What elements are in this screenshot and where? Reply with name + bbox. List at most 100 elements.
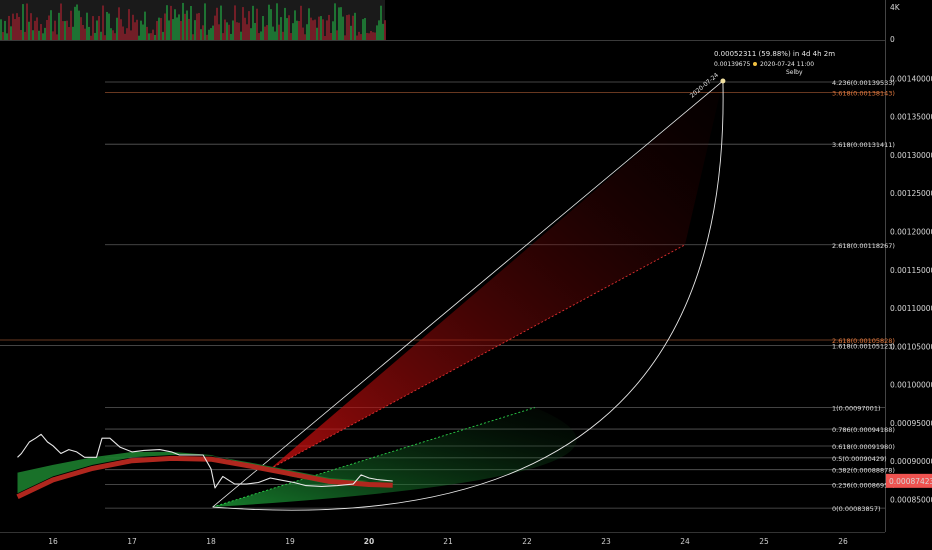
volume-bar xyxy=(194,20,196,40)
volume-bar xyxy=(230,33,232,40)
volume-bar xyxy=(238,22,240,40)
volume-bar xyxy=(184,13,186,40)
volume-bar xyxy=(160,18,162,40)
volume-bar xyxy=(318,16,320,40)
projection-arc xyxy=(212,80,724,511)
volume-bar xyxy=(196,13,198,40)
volume-bar xyxy=(82,24,84,40)
volume-bar xyxy=(158,17,160,40)
volume-bar xyxy=(296,20,298,40)
red-ema-line xyxy=(16,455,393,499)
y-tick-label: 0.00090000 xyxy=(890,457,932,466)
volume-bar xyxy=(78,10,80,41)
y-tick-label: 0.00095000 xyxy=(890,419,932,428)
volume-bar xyxy=(292,23,294,40)
volume-bar xyxy=(164,13,166,40)
x-tick-label: 24 xyxy=(680,537,690,546)
volume-bar xyxy=(134,22,136,40)
volume-bar xyxy=(64,21,66,40)
volume-bar xyxy=(312,20,314,40)
volume-bar xyxy=(198,12,200,40)
volume-bar xyxy=(342,16,344,40)
y-tick-label: 0.00125000 xyxy=(890,189,932,198)
volume-bar xyxy=(360,34,362,40)
volume-bar xyxy=(162,31,164,40)
volume-bar xyxy=(112,30,114,40)
volume-bar xyxy=(142,24,144,40)
volume-bar xyxy=(354,12,356,40)
fib-label: 4.236(0.00139533) xyxy=(832,79,895,87)
x-axis-ticks: 16 17 18 19 20 21 22 23 24 25 26 xyxy=(48,537,848,546)
volume-bar xyxy=(140,20,142,40)
price-series xyxy=(17,433,393,489)
current-price-tag: 0.00087423 xyxy=(886,473,932,488)
volume-bar xyxy=(212,25,214,40)
y-tick-label: 0.00140000 xyxy=(890,74,932,83)
volume-bar xyxy=(274,31,276,40)
volume-bar xyxy=(46,19,48,40)
measure-price: 0.00139675 xyxy=(714,61,750,68)
volume-bar xyxy=(26,3,28,40)
volume-bar xyxy=(36,17,38,40)
volume-bar xyxy=(90,35,92,40)
y-tick-label: 0.00085000 xyxy=(890,495,932,504)
current-price-box xyxy=(886,473,932,488)
volume-bar xyxy=(154,34,156,40)
measure-text: 0.00052311 (59.88%) in 4d 4h 2m xyxy=(714,50,835,58)
volume-bar xyxy=(100,31,102,40)
clock-icon xyxy=(753,62,757,66)
volume-bar xyxy=(294,10,296,40)
volume-bar xyxy=(138,35,140,40)
volume-bar xyxy=(104,35,106,40)
volume-bar xyxy=(254,23,256,40)
volume-bar xyxy=(352,15,354,40)
volume-panel xyxy=(0,0,386,41)
x-tick-label: 23 xyxy=(601,537,611,546)
volume-bar xyxy=(348,14,350,41)
fib-label: 3.618(0.00131411) xyxy=(832,141,895,149)
volume-bar xyxy=(286,18,288,40)
volume-bar xyxy=(336,30,338,40)
volume-bar xyxy=(146,26,148,40)
volume-bar xyxy=(326,20,328,40)
volume-bar xyxy=(88,26,90,40)
volume-bar xyxy=(176,17,178,40)
volume-bar xyxy=(302,27,304,40)
volume-bar xyxy=(226,22,228,40)
volume-bar xyxy=(356,35,358,40)
volume-bar xyxy=(16,13,18,40)
volume-bar xyxy=(10,26,12,40)
volume-bar xyxy=(256,8,258,40)
y-tick-label: 0.00130000 xyxy=(890,151,932,160)
volume-bar xyxy=(206,34,208,40)
volume-bar xyxy=(186,10,188,40)
author-label: Selby xyxy=(786,69,803,76)
volume-bar xyxy=(346,15,348,40)
ema-ribbons xyxy=(16,451,393,499)
volume-bar xyxy=(282,31,284,40)
x-tick-label: 20 xyxy=(364,537,374,546)
x-tick-label: 19 xyxy=(285,537,295,546)
volume-bar xyxy=(308,8,310,40)
volume-bar xyxy=(102,5,104,41)
fib-label: 0(0.00083857) xyxy=(832,505,881,513)
volume-bar xyxy=(188,18,190,40)
volume-bar xyxy=(304,34,306,40)
volume-bar xyxy=(98,16,100,40)
volume-bar xyxy=(372,32,374,40)
measure-datetime: 2020-07-24 11:00 xyxy=(760,61,814,68)
volume-bar xyxy=(362,19,364,40)
volume-bar xyxy=(280,17,282,40)
fib-label: 0.5(0.00090429) xyxy=(832,455,887,463)
volume-bar xyxy=(28,21,30,40)
volume-bar xyxy=(382,23,384,40)
volume-bars xyxy=(0,2,386,41)
volume-bar xyxy=(214,15,216,40)
volume-bar xyxy=(20,30,22,40)
fib-label: 2.618(0.00118267) xyxy=(832,242,895,250)
volume-bar xyxy=(22,4,24,40)
volume-bar xyxy=(240,31,242,40)
fib-label: 3.618(0.00138143) xyxy=(832,90,895,98)
volume-bar xyxy=(366,32,368,40)
volume-bar xyxy=(6,33,8,40)
